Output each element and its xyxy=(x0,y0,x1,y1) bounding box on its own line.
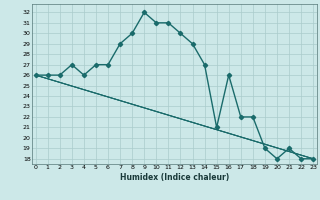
X-axis label: Humidex (Indice chaleur): Humidex (Indice chaleur) xyxy=(120,173,229,182)
